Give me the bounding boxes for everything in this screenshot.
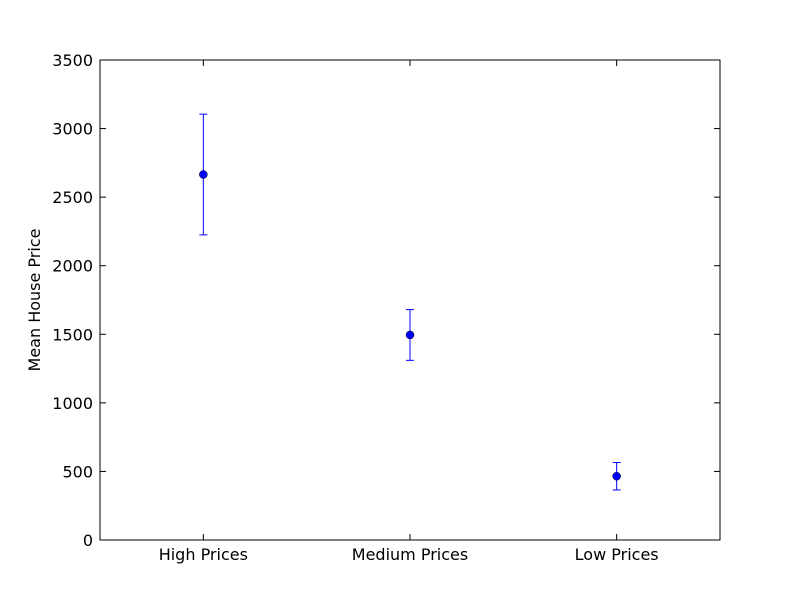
y-tick-label: 500 xyxy=(62,462,93,481)
y-tick-label: 1500 xyxy=(52,325,93,344)
x-tick-label: Medium Prices xyxy=(352,545,468,564)
y-tick-label: 0 xyxy=(83,531,93,550)
plot-area xyxy=(99,59,721,541)
x-axis: High Prices Medium Prices Low Prices xyxy=(159,60,659,564)
x-tick-label: Low Prices xyxy=(575,545,659,564)
data-point xyxy=(199,170,208,179)
data-point xyxy=(405,330,415,340)
y-tick-label: 1000 xyxy=(52,394,93,413)
error-bar-series xyxy=(199,113,621,491)
y-tick-label: 2500 xyxy=(52,188,93,207)
y-tick-label: 2000 xyxy=(52,257,93,276)
y-tick-label: 3000 xyxy=(52,120,93,139)
y-tick-label: 3500 xyxy=(52,51,93,70)
y-axis: 0 500 1000 1500 2000 2500 3000 3500 xyxy=(52,51,720,550)
y-axis-label: Mean House Price xyxy=(25,229,44,372)
data-point xyxy=(612,471,621,481)
x-tick-label: High Prices xyxy=(159,545,248,564)
